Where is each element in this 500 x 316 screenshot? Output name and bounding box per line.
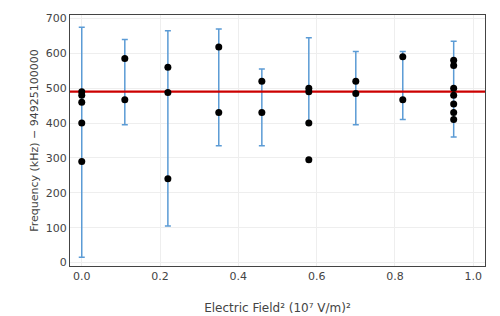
svg-text:500: 500	[46, 82, 67, 95]
svg-text:Frequency (kHz) − 94925100000: Frequency (kHz) − 94925100000	[28, 49, 41, 232]
svg-text:0: 0	[60, 256, 67, 269]
svg-text:0.0: 0.0	[73, 270, 91, 283]
svg-text:600: 600	[46, 47, 67, 60]
svg-text:0.4: 0.4	[230, 270, 248, 283]
svg-text:700: 700	[46, 12, 67, 25]
svg-text:0.2: 0.2	[151, 270, 169, 283]
svg-text:300: 300	[46, 152, 67, 165]
svg-text:0.8: 0.8	[386, 270, 404, 283]
svg-text:Electric Field² (10⁷ V/m)²: Electric Field² (10⁷ V/m)²	[204, 301, 351, 315]
svg-text:200: 200	[46, 187, 67, 200]
svg-text:100: 100	[46, 222, 67, 235]
svg-text:400: 400	[46, 117, 67, 130]
svg-text:1.0: 1.0	[465, 270, 483, 283]
svg-text:0.6: 0.6	[308, 270, 326, 283]
